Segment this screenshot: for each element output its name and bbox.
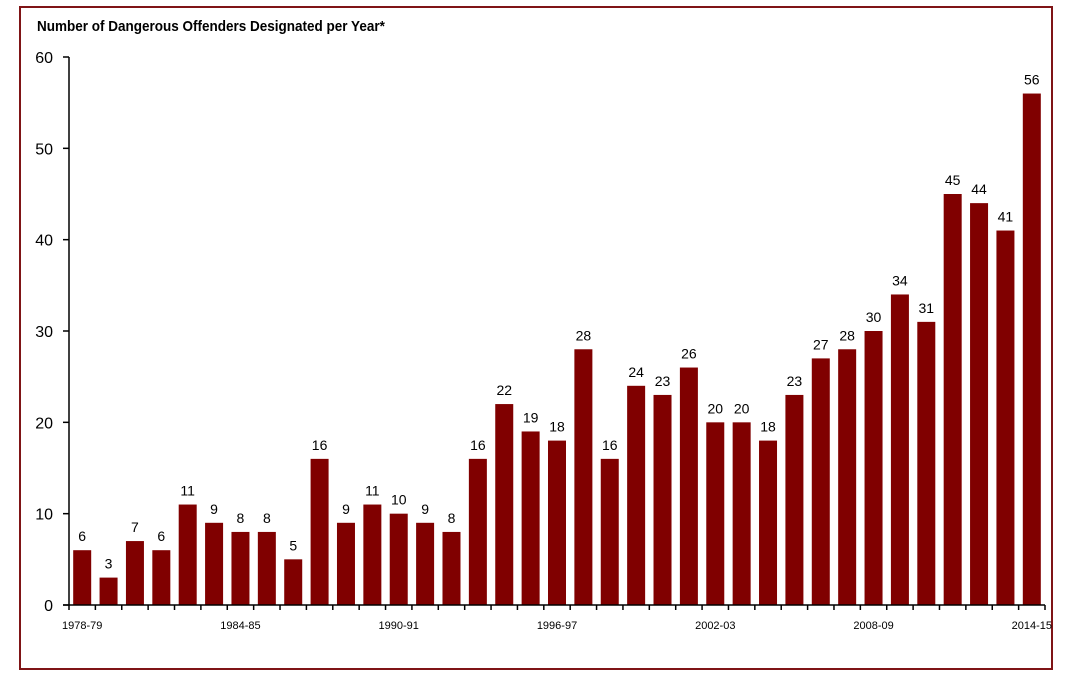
bar [943, 194, 962, 605]
data-label: 11 [180, 483, 195, 499]
data-label: 8 [448, 510, 456, 526]
bar [205, 522, 224, 605]
bar [416, 522, 435, 605]
data-label: 56 [1024, 72, 1040, 88]
bar [442, 531, 461, 605]
data-label: 27 [813, 336, 829, 352]
data-label: 28 [576, 327, 592, 343]
data-label: 24 [628, 364, 644, 380]
data-label: 22 [496, 382, 512, 398]
data-label: 6 [78, 528, 86, 544]
data-label: 45 [945, 172, 961, 188]
data-label: 9 [342, 501, 350, 517]
data-label: 20 [734, 400, 750, 416]
x-tick-label: 2008-09 [853, 620, 893, 632]
bar [627, 385, 646, 605]
bar [732, 422, 751, 605]
bar [917, 321, 936, 605]
bar [178, 504, 197, 605]
data-label: 6 [157, 528, 165, 544]
y-tick-label: 30 [35, 324, 53, 341]
data-label: 8 [263, 510, 271, 526]
bar [679, 367, 698, 605]
chart-frame [19, 6, 1053, 670]
data-label: 44 [971, 181, 987, 197]
data-label: 20 [707, 400, 723, 416]
data-label: 31 [919, 300, 935, 316]
bar [600, 458, 619, 605]
bar [99, 577, 118, 605]
data-label: 26 [681, 346, 697, 362]
data-label: 16 [470, 437, 486, 453]
bar [336, 522, 355, 605]
data-label: 9 [421, 501, 429, 517]
x-tick-label: 2014-15 [1012, 620, 1052, 632]
bar [890, 294, 909, 605]
bar [574, 349, 593, 605]
data-label: 19 [523, 409, 539, 425]
data-label: 9 [210, 501, 218, 517]
data-label: 16 [312, 437, 328, 453]
x-tick-label: 1984-85 [220, 620, 260, 632]
data-label: 10 [391, 492, 407, 508]
bar [759, 440, 778, 605]
bar [73, 550, 92, 605]
data-label: 34 [892, 272, 908, 288]
bar [811, 358, 830, 605]
data-label: 11 [365, 483, 380, 499]
bar [284, 559, 303, 605]
bar [706, 422, 725, 605]
bar [864, 331, 883, 605]
data-label: 3 [105, 556, 113, 572]
y-tick-label: 60 [35, 50, 53, 67]
chart-title: Number of Dangerous Offenders Designated… [37, 18, 385, 35]
bar [653, 394, 672, 605]
y-tick-label: 50 [35, 141, 53, 158]
data-label: 28 [839, 327, 855, 343]
data-label: 7 [131, 519, 139, 535]
bar [996, 230, 1015, 606]
bar [231, 531, 250, 605]
y-tick-label: 10 [35, 507, 53, 524]
bar [152, 550, 171, 605]
y-tick-label: 0 [44, 598, 53, 615]
bar [310, 458, 329, 605]
x-tick-label: 1990-91 [379, 620, 419, 632]
data-label: 18 [760, 419, 776, 435]
bar [257, 531, 276, 605]
data-label: 8 [237, 510, 245, 526]
data-label: 16 [602, 437, 618, 453]
data-label: 41 [998, 209, 1014, 225]
data-label: 18 [549, 419, 565, 435]
bar [785, 394, 804, 605]
bar [363, 504, 382, 605]
bar [1022, 93, 1041, 606]
bar [838, 349, 857, 605]
data-label: 5 [289, 537, 297, 553]
data-label: 30 [866, 309, 882, 325]
y-tick-label: 40 [35, 233, 53, 250]
bar [970, 203, 989, 605]
bar [521, 431, 540, 605]
bar [389, 513, 408, 605]
y-tick-label: 20 [35, 415, 53, 432]
x-tick-label: 1978-79 [62, 620, 102, 632]
x-tick-label: 2002-03 [695, 620, 735, 632]
data-label: 23 [787, 373, 803, 389]
bar [125, 541, 144, 605]
x-tick-label: 1996-97 [537, 620, 577, 632]
bar [468, 458, 487, 605]
data-label: 23 [655, 373, 671, 389]
bar [548, 440, 566, 605]
bar [495, 404, 514, 605]
